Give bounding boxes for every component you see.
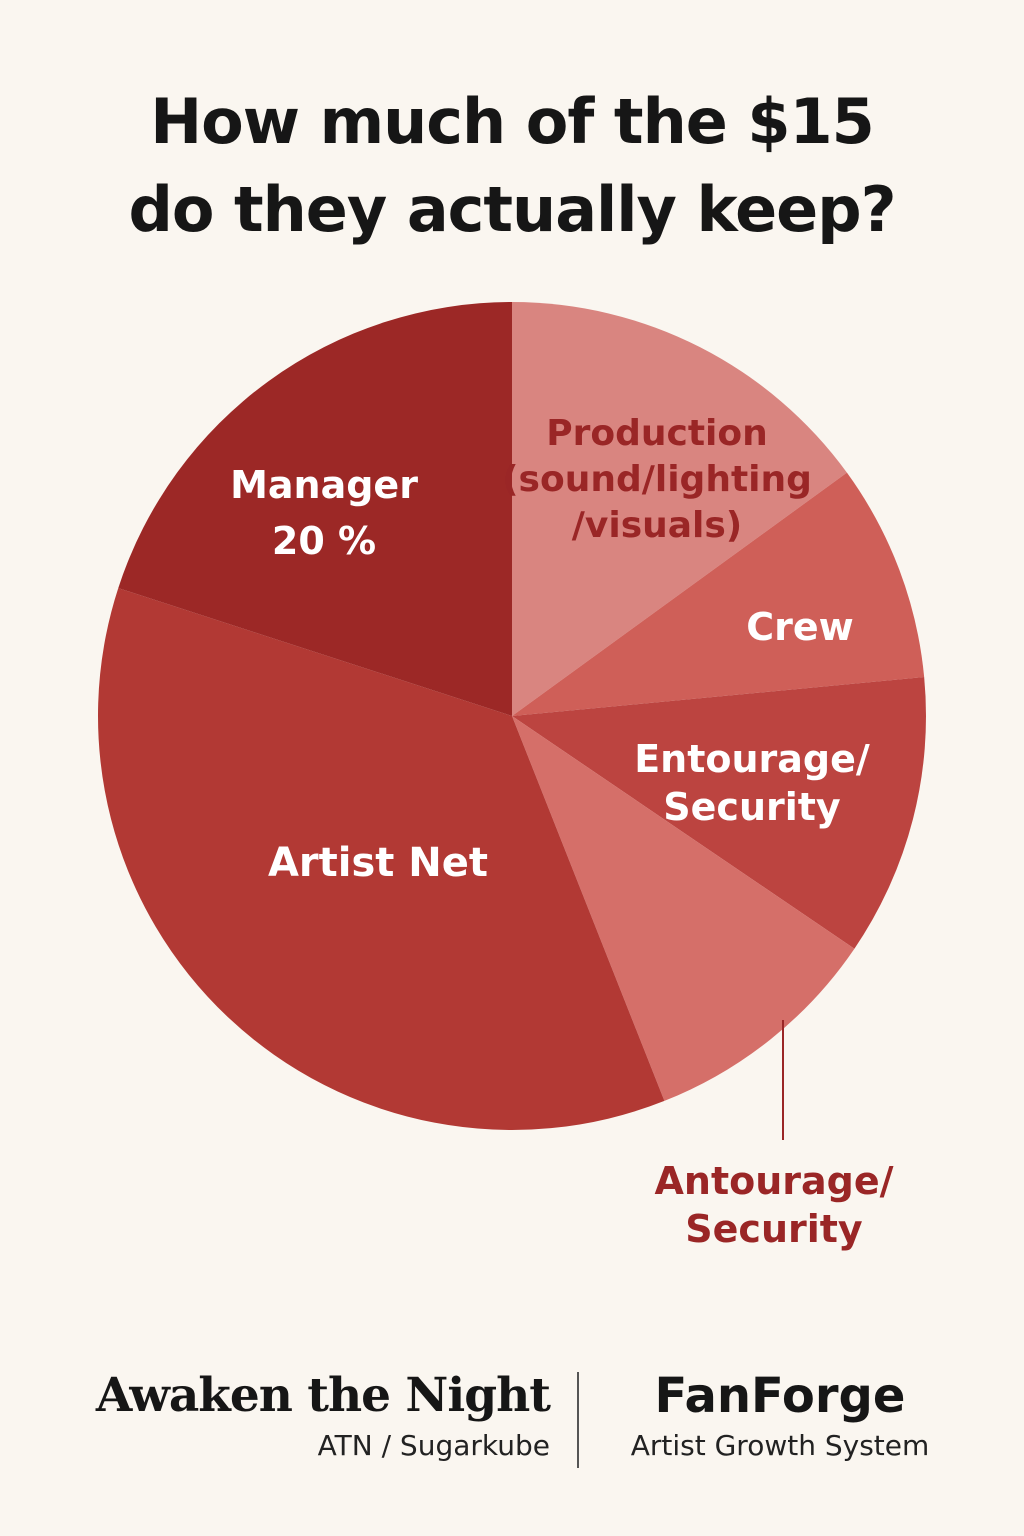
pie-slice-3 xyxy=(512,677,926,949)
pie-slice-label-line: Entourage/ xyxy=(634,737,870,781)
pie-slice-label-2: Crew xyxy=(746,605,854,649)
pie-slice-label-line: Production xyxy=(546,413,768,454)
awaken-subtitle: ATN / Sugarkube xyxy=(317,1429,550,1462)
pie-slice-5 xyxy=(97,588,665,1131)
pie-slice-6 xyxy=(118,302,512,716)
fanforge-logo: FanForge xyxy=(654,1368,906,1424)
chart-title-line-1: How much of the $15 xyxy=(150,85,875,158)
callout-label-line: Antourage/ xyxy=(654,1159,893,1203)
pie-slice-label-line: 20 % xyxy=(272,519,376,563)
chart-title-line-2: do they actually keep? xyxy=(128,173,896,246)
chart-title: How much of the $15 do they actually kee… xyxy=(0,78,1024,254)
pie-slice-label-1: Production (sound/lighting/visuals) xyxy=(502,413,812,546)
pie-slice-2 xyxy=(512,472,925,716)
footer-brand-fanforge: FanForge Artist Growth System xyxy=(600,1366,960,1466)
callout-label-line: Security xyxy=(685,1207,863,1251)
awaken-the-night-logo: Awaken the Night xyxy=(95,1368,551,1423)
pie-slice-label-line: Artist Net xyxy=(268,840,488,886)
pie-slice-1 xyxy=(512,302,847,716)
pie-slice-label-line: Manager xyxy=(230,463,418,507)
footer-divider xyxy=(577,1372,579,1468)
callout-label: Antourage/Security xyxy=(654,1159,893,1251)
pie-slice-label-line: /visuals) xyxy=(572,505,743,546)
pie-slice-label-line: (sound/lighting xyxy=(502,459,812,500)
footer-brand-awaken: Awaken the Night ATN / Sugarkube xyxy=(60,1366,551,1466)
pie-slice-label-6: Manager 20 % xyxy=(230,463,418,563)
pie-slice-label-line: Security xyxy=(663,785,841,829)
pie-slice-label-3: Entourage/Security xyxy=(634,737,870,829)
pie-slice-label-line: Crew xyxy=(746,605,854,649)
fanforge-subtitle: Artist Growth System xyxy=(630,1429,930,1462)
pie-slice-4 xyxy=(512,716,855,1101)
pie-slice-label-5: Artist Net xyxy=(268,840,488,886)
